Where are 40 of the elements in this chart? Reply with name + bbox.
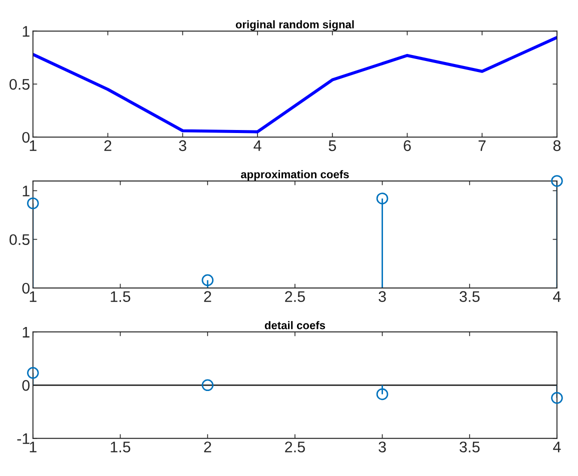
y-tick-label: 0	[22, 282, 30, 294]
point	[27, 367, 39, 379]
x-tick-label: 4	[553, 291, 561, 302]
point	[551, 175, 563, 187]
point	[376, 192, 388, 204]
x-tick-label: 2.5	[285, 442, 305, 452]
point	[27, 197, 39, 210]
point	[551, 392, 563, 404]
x-tick-label: 3.5	[460, 442, 480, 452]
y-tick-label: -1	[17, 433, 30, 444]
chart-title: approximation coefs	[240, 170, 349, 181]
x-tick-label: 1.5	[110, 291, 130, 302]
x-tick-label: 3.5	[460, 291, 480, 302]
x-tick-label: 2	[204, 442, 212, 452]
y-tick-label: 0.5	[10, 78, 30, 90]
x-tick-label: 5	[328, 140, 336, 152]
y-tick-label: 1	[22, 326, 30, 338]
y-tick-label: 1	[22, 26, 30, 37]
y-tick-label: 0	[22, 380, 30, 391]
line-series	[32, 36, 557, 134]
x-tick-label: 3	[378, 442, 386, 452]
x-tick-label: 4	[553, 442, 561, 452]
x-tick-label: 2	[104, 140, 112, 151]
point	[202, 379, 214, 392]
point	[202, 274, 214, 286]
chart-title: detail coefs	[264, 321, 326, 330]
chart-title: original random signal	[236, 20, 354, 31]
point	[376, 388, 388, 400]
x-tick-label: 3	[179, 140, 186, 152]
y-tick-label: 0	[22, 132, 30, 143]
y-tick-label: 0.5	[10, 234, 30, 246]
x-tick-label: 7	[478, 140, 486, 151]
x-tick-label: 8	[553, 140, 561, 152]
x-tick-label: 3	[378, 291, 386, 302]
x-tick-label: 6	[404, 140, 411, 152]
x-tick-label: 4	[254, 140, 262, 151]
y-tick-label: 1	[22, 186, 30, 196]
x-tick-label: 2.5	[285, 291, 305, 302]
x-tick-label: 2	[204, 291, 212, 302]
x-tick-label: 1.5	[110, 442, 130, 452]
